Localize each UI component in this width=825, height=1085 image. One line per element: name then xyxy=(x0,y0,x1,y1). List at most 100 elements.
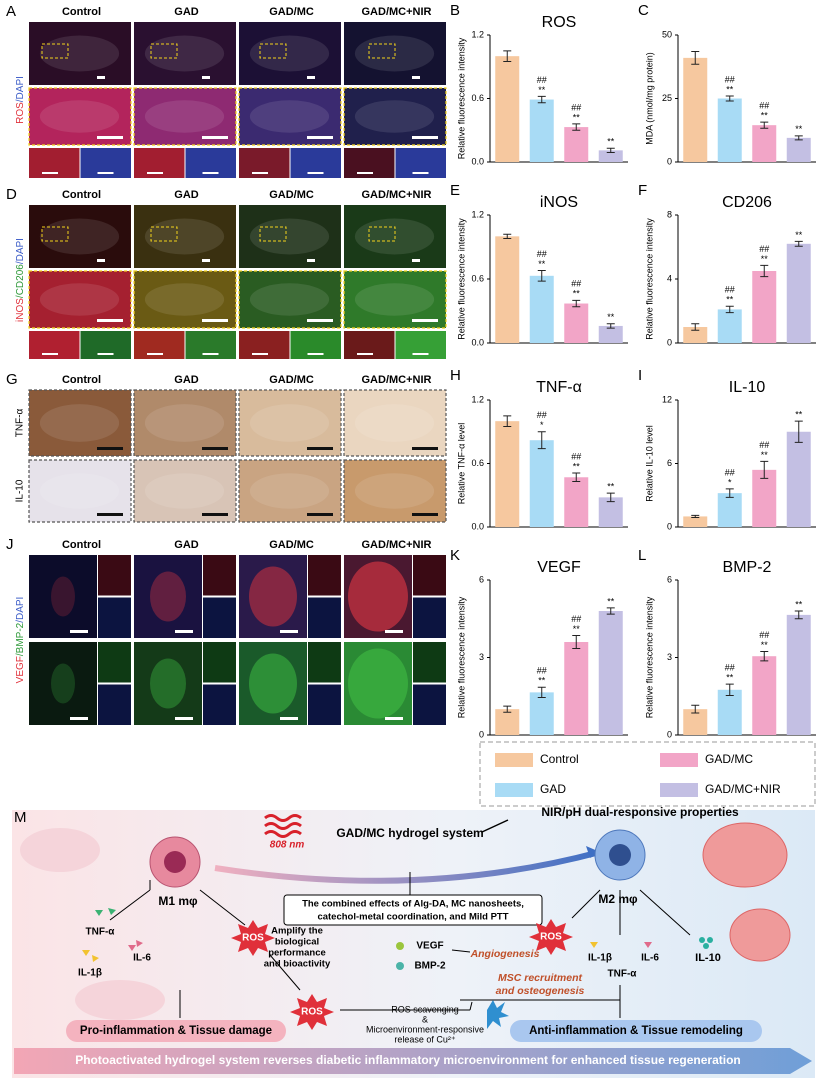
significance-label: ** xyxy=(538,259,546,269)
amplify-text: biological xyxy=(275,937,319,948)
scavenging-text: & xyxy=(422,1014,428,1024)
chart-title: CD206 xyxy=(722,194,772,211)
bar xyxy=(598,325,623,343)
error-bar xyxy=(537,95,546,104)
scale-bar xyxy=(202,259,210,262)
scale-bar xyxy=(307,136,333,139)
column-label: GAD/MC+NIR xyxy=(362,6,432,18)
scavenge-icon xyxy=(487,1000,509,1029)
scale-bar xyxy=(357,353,373,355)
significance-label: ** xyxy=(795,410,803,420)
legend-label: GAD/MC xyxy=(705,752,753,766)
micrograph xyxy=(29,22,131,85)
il10-icon xyxy=(703,943,709,949)
micrograph xyxy=(203,684,236,725)
error-bar xyxy=(503,233,512,239)
scale-bar xyxy=(202,76,210,79)
roi-box xyxy=(41,226,69,242)
bar xyxy=(752,271,777,343)
y-tick-label: 6 xyxy=(667,574,672,584)
cytokine-label: TNF-α xyxy=(608,969,638,980)
chart-title: IL-10 xyxy=(729,379,766,396)
cytokine-label: IL-10 xyxy=(695,952,721,964)
tissue-texture xyxy=(249,35,330,72)
tissue-texture xyxy=(39,283,120,316)
micrograph xyxy=(28,389,132,457)
column-label: GAD/MC xyxy=(269,189,314,201)
significance-label: ** xyxy=(795,230,803,240)
nucleus xyxy=(164,851,186,873)
error-bar xyxy=(606,147,615,153)
scale-bar xyxy=(280,630,298,633)
arrow-head xyxy=(586,846,600,858)
scale-bar xyxy=(412,513,438,516)
scale-bar xyxy=(202,136,228,139)
il10-icon xyxy=(707,937,713,943)
significance-label: ## xyxy=(537,666,547,676)
error-bar xyxy=(606,323,615,329)
scale-bar xyxy=(412,259,420,262)
y-axis-label: MDA (nmol/mg protein) xyxy=(644,52,654,145)
column-label: GAD xyxy=(174,6,199,18)
y-tick-label: 3 xyxy=(479,652,484,662)
combined-box xyxy=(283,894,543,926)
error-bar xyxy=(725,305,734,314)
bar xyxy=(717,98,742,162)
roi-box xyxy=(259,43,287,59)
y-tick-label: 0.0 xyxy=(471,156,484,166)
significance-label: ## xyxy=(571,614,581,624)
scale-bar xyxy=(97,319,123,322)
micrograph xyxy=(343,389,447,457)
y-tick-label: 1.2 xyxy=(471,394,484,404)
scale-bar xyxy=(202,447,228,450)
amplify-text: Amplify the xyxy=(271,926,323,937)
scale-bar xyxy=(412,319,438,322)
micrograph xyxy=(238,87,342,146)
micrograph xyxy=(98,597,131,638)
bar xyxy=(598,611,623,735)
micrograph xyxy=(29,642,97,725)
column-label: GAD/MC xyxy=(269,374,314,386)
roi-box xyxy=(368,226,396,242)
error-bar xyxy=(572,299,581,308)
y-tick-label: 0.0 xyxy=(471,337,484,347)
panel-letter: C xyxy=(638,2,649,19)
legend-label: GAD/MC+NIR xyxy=(705,782,781,796)
y-axis-label: Relative IL-10 level xyxy=(644,425,654,502)
significance-label: ## xyxy=(571,279,581,289)
significance-label: ** xyxy=(726,672,734,682)
micrograph xyxy=(239,205,341,268)
y-axis-label: Relative fluorescence intensity xyxy=(456,218,466,340)
significance-label: ** xyxy=(761,450,769,460)
panel-letter: L xyxy=(638,547,646,564)
bar xyxy=(752,469,777,527)
chart-title: BMP-2 xyxy=(723,559,772,576)
scale-bar xyxy=(97,76,105,79)
error-bar xyxy=(503,415,512,427)
scale-bar xyxy=(307,513,333,516)
m2-label: M2 mφ xyxy=(598,892,638,906)
significance-label: ** xyxy=(761,110,769,120)
stain-label: ROS/DAPI xyxy=(15,76,26,124)
micrograph xyxy=(308,642,341,683)
stain-part: /CD206 xyxy=(15,264,26,298)
scale-bar xyxy=(280,717,298,720)
roi-box xyxy=(368,43,396,59)
significance-label: ## xyxy=(571,451,581,461)
significance-label: * xyxy=(540,420,544,430)
scale-bar xyxy=(412,172,429,174)
panel-letter: G xyxy=(6,371,18,388)
scale-bar xyxy=(307,172,324,174)
il10-icon xyxy=(699,937,705,943)
column-label: Control xyxy=(62,189,101,201)
laser-label: 808 nm xyxy=(270,840,305,851)
micrograph xyxy=(203,642,236,683)
bar xyxy=(495,709,520,735)
significance-label: ** xyxy=(573,624,581,634)
micrograph xyxy=(343,459,447,523)
legend-label: Control xyxy=(540,752,579,766)
tissue-texture xyxy=(144,473,225,509)
cytokine-icon xyxy=(590,942,598,948)
y-tick-label: 1.2 xyxy=(471,209,484,219)
ros-label: ROS xyxy=(301,1007,323,1018)
